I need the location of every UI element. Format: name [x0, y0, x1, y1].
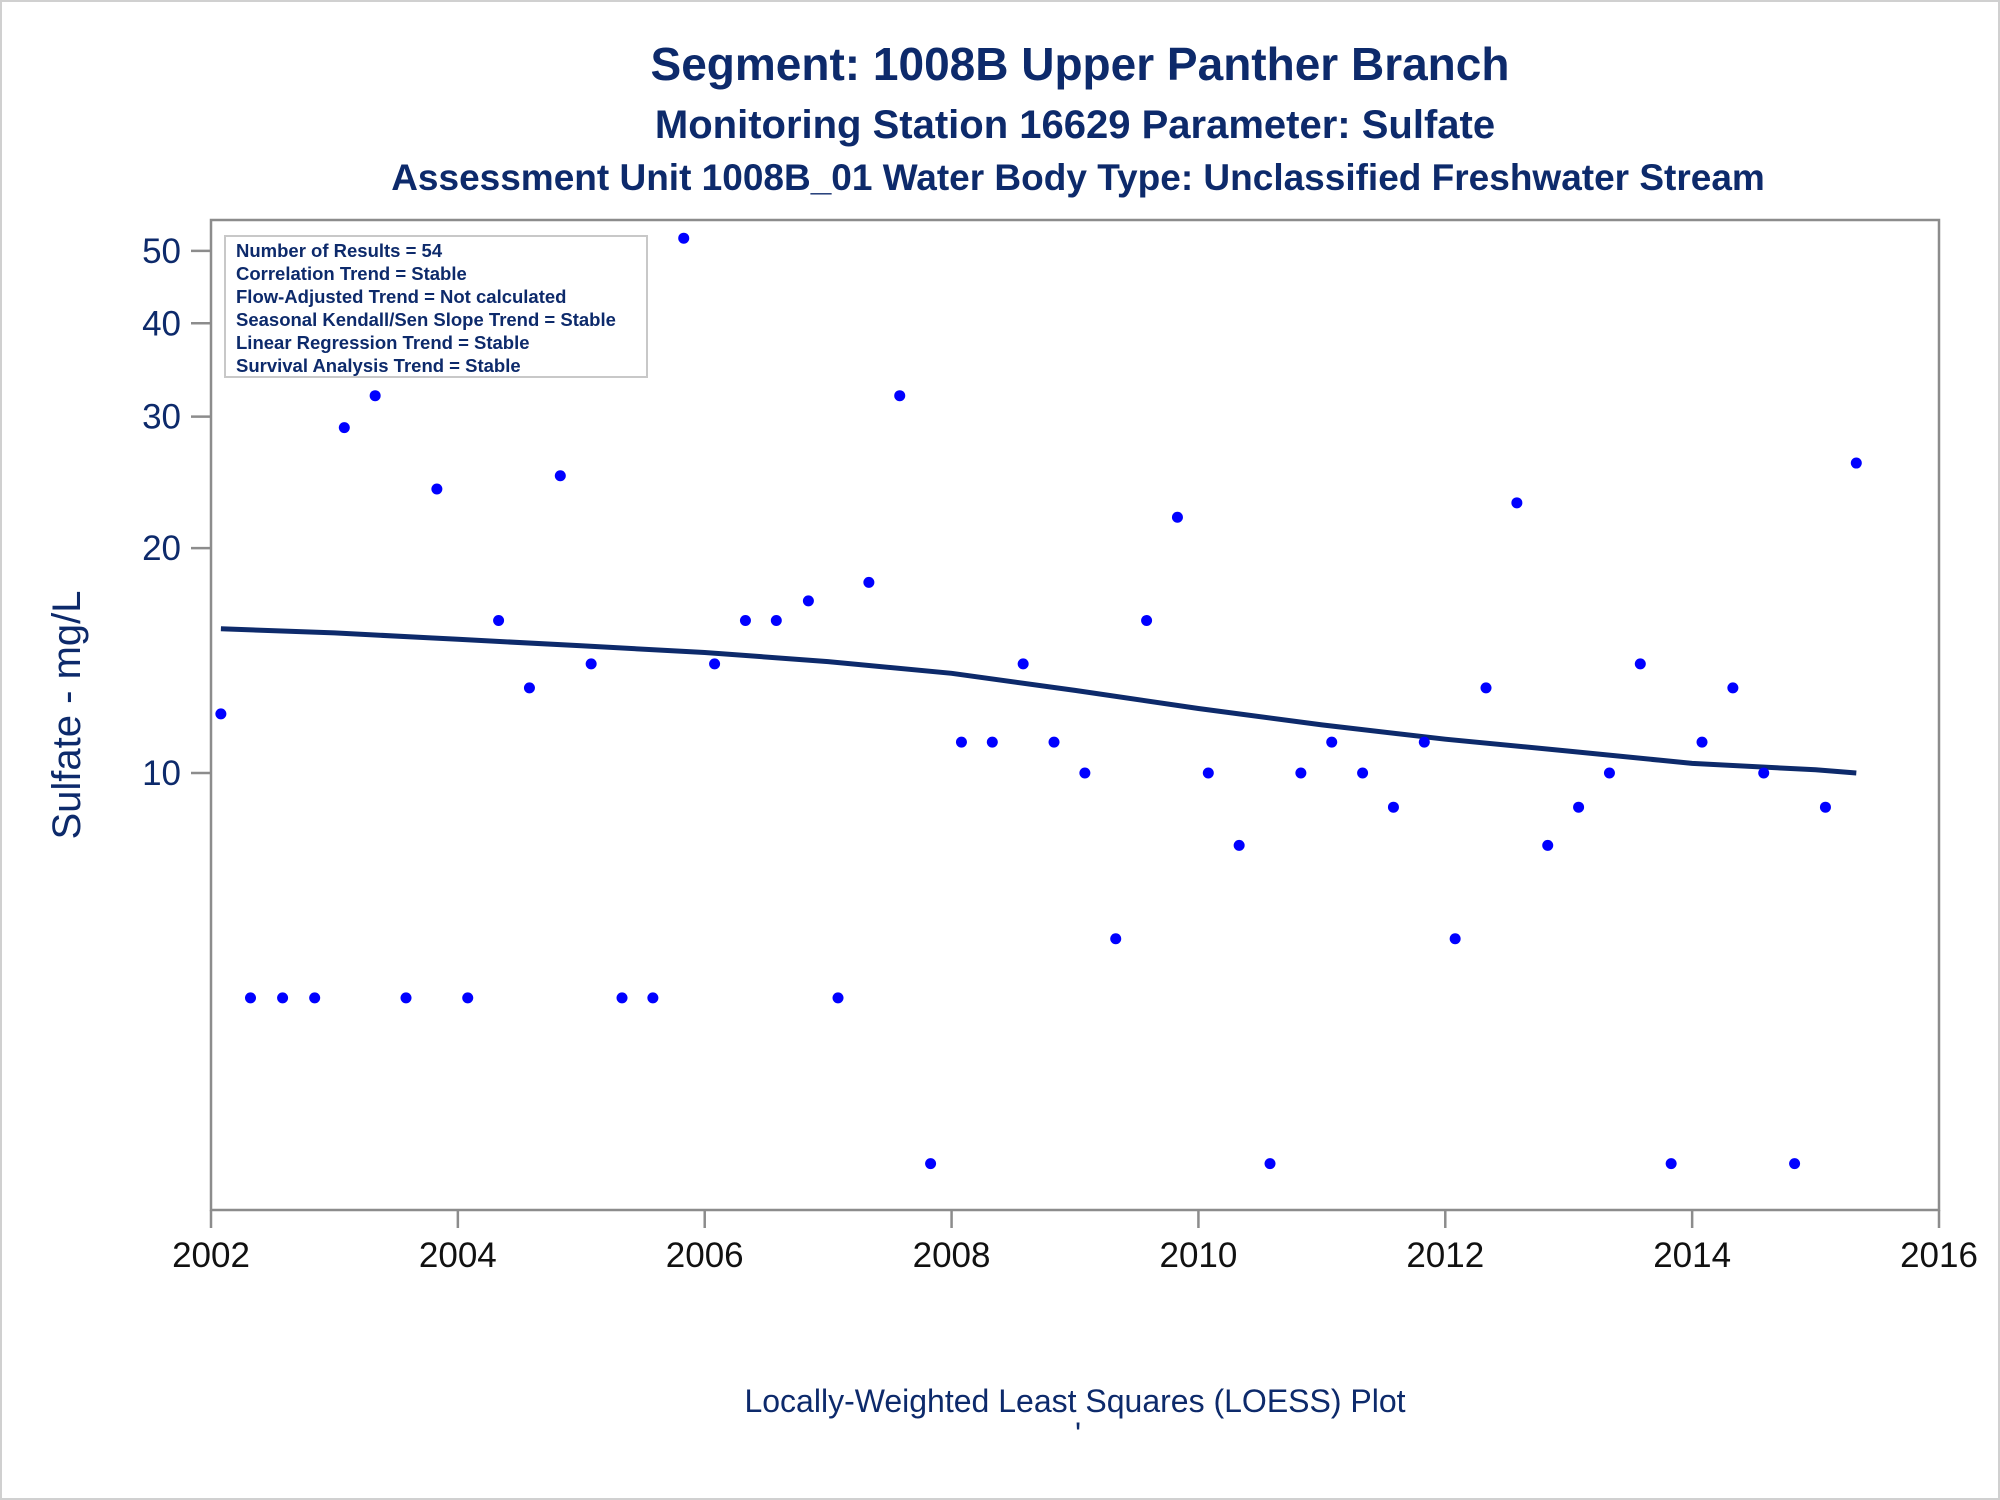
x-tick-label: 2016	[1900, 1236, 1978, 1275]
data-point	[1511, 497, 1523, 509]
data-point	[1480, 682, 1492, 694]
footnote: Locally-Weighted Least Squares (LOESS) P…	[744, 1383, 1405, 1419]
data-point	[1758, 767, 1770, 779]
data-point	[1326, 736, 1338, 748]
stats-box: Number of Results = 54 Correlation Trend…	[224, 235, 648, 378]
data-point	[1295, 767, 1307, 779]
y-tick-label: 50	[142, 232, 181, 271]
data-point	[1603, 767, 1615, 779]
data-point	[1418, 736, 1430, 748]
data-point	[1171, 511, 1183, 523]
data-point	[986, 736, 998, 748]
chart-title: Segment: 1008B Upper Panther Branch	[651, 38, 1510, 90]
data-point	[338, 422, 350, 434]
y-tick-label: 10	[142, 754, 181, 793]
x-tick-label: 2002	[172, 1236, 250, 1275]
data-point	[863, 576, 875, 588]
data-point	[431, 483, 443, 495]
data-point	[1110, 933, 1122, 945]
data-point	[1573, 801, 1585, 813]
data-point	[400, 992, 412, 1004]
data-point	[955, 736, 967, 748]
stats-number-of-results: Number of Results = 54	[236, 240, 443, 261]
data-point	[585, 658, 597, 670]
data-points	[215, 232, 1862, 1170]
data-point	[1449, 933, 1461, 945]
data-point	[523, 682, 535, 694]
data-point	[1017, 658, 1029, 670]
x-tick-label: 2012	[1406, 1236, 1484, 1275]
x-tick-label: 2010	[1159, 1236, 1237, 1275]
x-tick-label: 2004	[419, 1236, 497, 1275]
y-axis: 10 20 30 40 50	[142, 232, 211, 793]
stats-box-border	[224, 235, 648, 378]
data-point	[369, 390, 381, 402]
x-tick-label: 2006	[666, 1236, 744, 1275]
data-point	[277, 992, 289, 1004]
footnote-mark: '	[1075, 1416, 1081, 1452]
data-point	[1233, 839, 1245, 851]
data-point	[244, 992, 256, 1004]
data-point	[215, 708, 227, 720]
data-point	[1141, 615, 1153, 627]
y-tick-label: 20	[142, 529, 181, 568]
data-point	[1819, 801, 1831, 813]
data-point	[894, 390, 906, 402]
data-point	[616, 992, 628, 1004]
plot-area	[209, 218, 1941, 1212]
data-point	[1542, 839, 1554, 851]
data-point	[770, 615, 782, 627]
data-point	[462, 992, 474, 1004]
data-point	[1789, 1158, 1801, 1170]
chart-subtitle-2: Assessment Unit 1008B_01 Water Body Type…	[391, 157, 1765, 198]
data-point	[647, 992, 659, 1004]
data-point	[309, 992, 321, 1004]
data-point	[832, 992, 844, 1004]
stats-survival-analysis-trend: Survival Analysis Trend = Stable	[236, 355, 521, 376]
x-axis: 2002 2004 2006 2008 2010 2012 2014 2016	[172, 1210, 1978, 1275]
loess-line	[220, 626, 1857, 776]
y-tick-label: 30	[142, 398, 181, 437]
data-point	[1634, 658, 1646, 670]
x-tick-label: 2014	[1653, 1236, 1731, 1275]
y-tick-label: 40	[142, 304, 181, 343]
stats-seasonal-kendall-trend: Seasonal Kendall/Sen Slope Trend = Stabl…	[236, 309, 616, 330]
data-point	[678, 232, 690, 244]
data-point	[1264, 1158, 1276, 1170]
data-point	[1202, 767, 1214, 779]
y-axis-label: Sulfate - mg/L	[45, 590, 89, 839]
data-point	[1387, 801, 1399, 813]
data-point	[1850, 457, 1862, 469]
data-point	[925, 1158, 937, 1170]
data-point	[709, 658, 721, 670]
stats-flow-adjusted-trend: Flow-Adjusted Trend = Not calculated	[236, 286, 566, 307]
data-point	[1079, 767, 1091, 779]
data-point	[1048, 736, 1060, 748]
data-point	[1727, 682, 1739, 694]
stats-linear-regression-trend: Linear Regression Trend = Stable	[236, 332, 530, 353]
data-point	[1665, 1158, 1677, 1170]
data-point	[1357, 767, 1369, 779]
data-point	[802, 595, 814, 607]
data-point	[1696, 736, 1708, 748]
data-point	[739, 615, 751, 627]
data-point	[554, 470, 566, 482]
stats-correlation-trend: Correlation Trend = Stable	[236, 263, 467, 284]
x-tick-label: 2008	[913, 1236, 991, 1275]
data-point	[493, 615, 505, 627]
chart-subtitle: Monitoring Station 16629 Parameter: Sulf…	[655, 103, 1495, 147]
